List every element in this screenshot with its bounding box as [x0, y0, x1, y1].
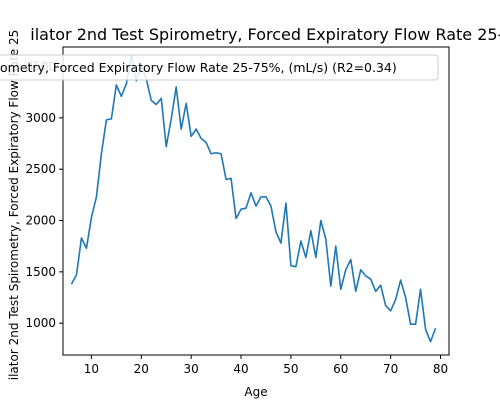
x-tick-label: 60 [333, 362, 348, 376]
y-tick-label: 1000 [25, 316, 56, 330]
x-tick-label: 70 [383, 362, 398, 376]
x-tick-label: 30 [184, 362, 199, 376]
legend-box [0, 54, 439, 81]
x-tick-label: 10 [84, 362, 99, 376]
y-tick-label: 2500 [25, 162, 56, 176]
y-tick-label: 3000 [25, 111, 56, 125]
legend: ometry, Forced Expiratory Flow Rate 25-7… [0, 54, 439, 81]
y-axis-label: ilator 2nd Test Spirometry, Forced Expir… [7, 30, 21, 380]
axes-frame [62, 46, 450, 356]
y-tick-label: 1500 [25, 265, 56, 279]
x-tick-label: 80 [433, 362, 448, 376]
plot-area [70, 54, 437, 343]
y-axis-label-group: ilator 2nd Test Spirometry, Forced Expir… [7, 30, 21, 380]
legend-entry-label: ometry, Forced Expiratory Flow Rate 25-7… [0, 60, 397, 75]
series-line [70, 54, 437, 343]
x-tick-label: 40 [233, 362, 248, 376]
y-tick-label: 2000 [25, 214, 56, 228]
x-tick-label: 20 [134, 362, 149, 376]
x-tick-label: 50 [283, 362, 298, 376]
x-axis-label: Age [244, 385, 267, 399]
chart-title: ilator 2nd Test Spirometry, Forced Expir… [30, 25, 500, 44]
ticks-layer: 1020304050607080100015002000250030003500 [25, 60, 448, 376]
